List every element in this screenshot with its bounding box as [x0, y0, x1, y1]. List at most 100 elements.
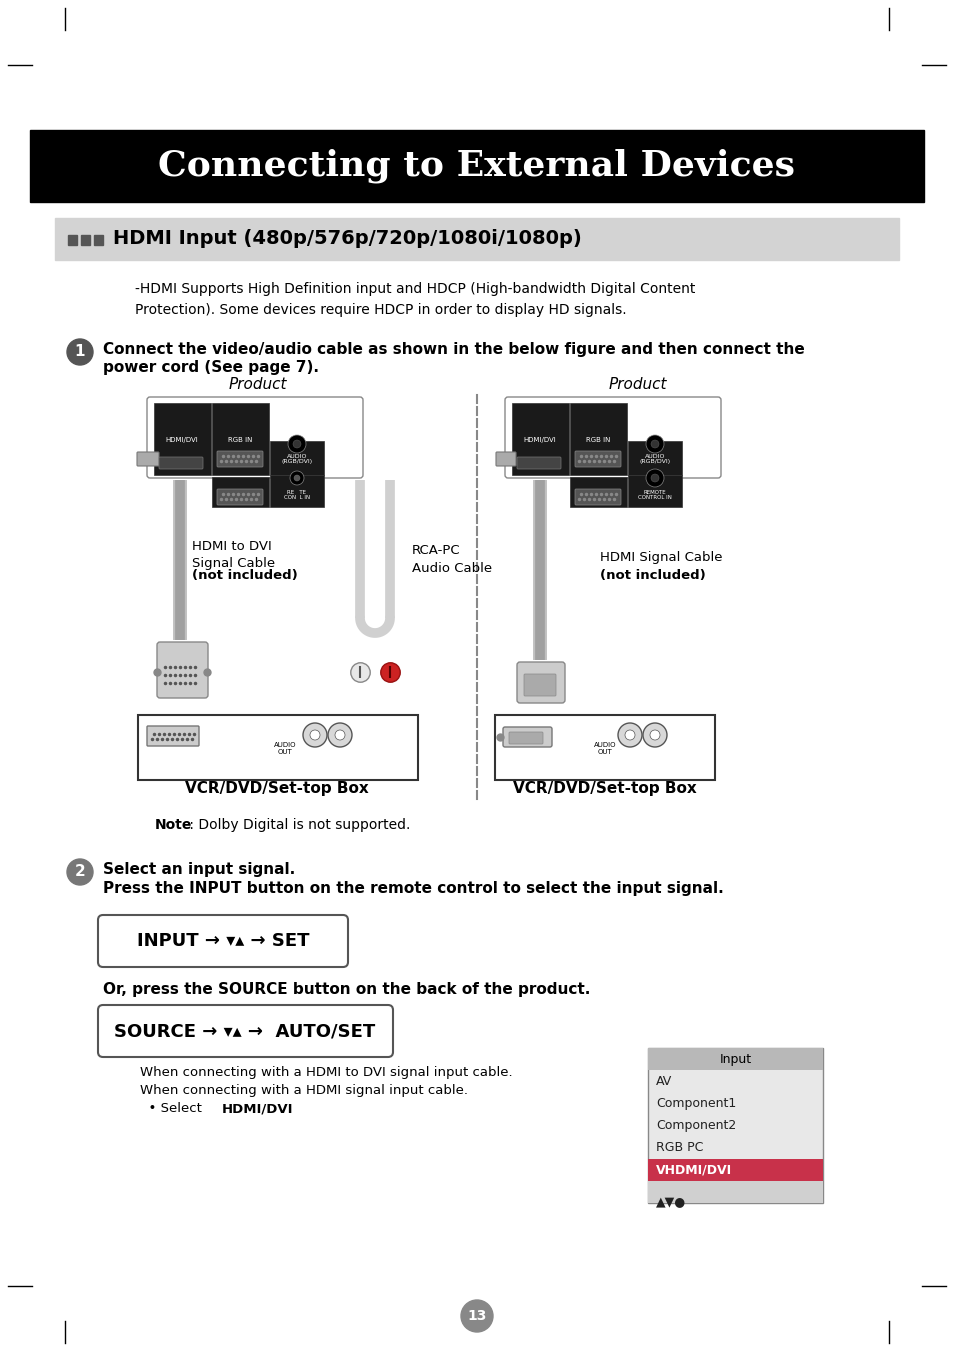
Text: When connecting with a HDMI to DVI signal input cable.: When connecting with a HDMI to DVI signa… [140, 1066, 512, 1079]
Circle shape [618, 723, 641, 747]
Circle shape [642, 723, 666, 747]
Bar [81, 235, 90, 245]
FancyBboxPatch shape [98, 915, 348, 967]
Text: Or, press the SOURCE button on the back of the product.: Or, press the SOURCE button on the back … [103, 982, 590, 997]
FancyBboxPatch shape [157, 642, 208, 698]
Circle shape [624, 730, 635, 740]
Circle shape [649, 730, 659, 740]
Text: Product: Product [229, 377, 287, 392]
FancyBboxPatch shape [627, 476, 681, 507]
Bar [647, 1159, 822, 1181]
Text: Connecting to External Devices: Connecting to External Devices [158, 149, 795, 184]
Text: AUDIO
OUT: AUDIO OUT [593, 742, 616, 755]
Text: RGB IN: RGB IN [585, 436, 610, 443]
Text: VHDMI/DVI: VHDMI/DVI [656, 1163, 731, 1177]
Circle shape [67, 859, 92, 885]
Text: INPUT → ▾▴ → SET: INPUT → ▾▴ → SET [136, 932, 309, 950]
FancyBboxPatch shape [575, 489, 620, 505]
Circle shape [294, 476, 299, 481]
Text: RCA-PC
Audio Cable: RCA-PC Audio Cable [412, 544, 492, 576]
FancyBboxPatch shape [216, 489, 263, 505]
Text: AV: AV [656, 1074, 672, 1088]
Text: Connect the video/audio cable as shown in the below figure and then connect the: Connect the video/audio cable as shown i… [103, 342, 804, 357]
Text: ▲▼●: ▲▼● [656, 1197, 685, 1209]
Text: Input: Input [719, 1052, 751, 1066]
Circle shape [67, 339, 92, 365]
FancyBboxPatch shape [509, 732, 542, 744]
Text: HDMI Input (480p/576p/720p/1080i/1080p): HDMI Input (480p/576p/720p/1080i/1080p) [112, 230, 581, 249]
Text: power cord (See page 7).: power cord (See page 7). [103, 359, 318, 376]
FancyBboxPatch shape [569, 403, 626, 476]
Text: HDMI Signal Cable: HDMI Signal Cable [599, 550, 721, 563]
Text: RGB OUT: RGB OUT [581, 489, 614, 494]
FancyBboxPatch shape [523, 674, 556, 696]
FancyBboxPatch shape [98, 1005, 393, 1056]
Text: REMOTE
CONTROL IN: REMOTE CONTROL IN [638, 489, 671, 500]
Text: : Dolby Digital is not supported.: : Dolby Digital is not supported. [185, 817, 410, 832]
FancyBboxPatch shape [216, 451, 263, 467]
Text: Component1: Component1 [656, 1097, 736, 1109]
Text: HDMI to DVI
Signal Cable: HDMI to DVI Signal Cable [192, 539, 274, 570]
Circle shape [645, 435, 663, 453]
FancyBboxPatch shape [496, 453, 516, 466]
Text: Note: Note [154, 817, 193, 832]
Circle shape [650, 440, 659, 449]
FancyBboxPatch shape [147, 397, 363, 478]
FancyBboxPatch shape [147, 725, 199, 746]
Text: 13: 13 [467, 1309, 486, 1323]
Circle shape [645, 469, 663, 486]
Text: -HDMI Supports High Definition input and HDCP (High-bandwidth Digital Content
Pr: -HDMI Supports High Definition input and… [135, 282, 695, 316]
Bar [55, 218, 898, 259]
Text: RGB OUT: RGB OUT [224, 489, 255, 494]
Circle shape [460, 1300, 493, 1332]
Bar [647, 1048, 822, 1070]
Text: When connecting with a HDMI signal input cable.: When connecting with a HDMI signal input… [140, 1084, 468, 1097]
Circle shape [328, 723, 352, 747]
Text: AUDIO
(RGB/DVI): AUDIO (RGB/DVI) [639, 454, 670, 465]
FancyBboxPatch shape [270, 476, 324, 507]
Circle shape [303, 723, 327, 747]
Text: HDMI/DVI: HDMI/DVI [222, 1102, 294, 1115]
FancyBboxPatch shape [504, 397, 720, 478]
Circle shape [335, 730, 345, 740]
FancyBboxPatch shape [212, 477, 269, 507]
Circle shape [310, 730, 319, 740]
Text: VCR/DVD/Set-top Box: VCR/DVD/Set-top Box [185, 781, 369, 796]
FancyBboxPatch shape [517, 457, 560, 469]
Circle shape [293, 440, 301, 449]
Circle shape [288, 435, 306, 453]
Bar [647, 1181, 822, 1202]
Circle shape [650, 474, 659, 482]
FancyBboxPatch shape [137, 453, 159, 466]
Text: Select an input signal.: Select an input signal. [103, 862, 294, 877]
Bar [647, 1048, 822, 1202]
Text: RGB IN: RGB IN [228, 436, 252, 443]
Text: RGB PC: RGB PC [656, 1142, 702, 1154]
Text: VCR/DVD/Set-top Box: VCR/DVD/Set-top Box [513, 781, 696, 796]
FancyBboxPatch shape [212, 403, 269, 476]
FancyBboxPatch shape [517, 662, 564, 703]
Text: HDMI/DVI: HDMI/DVI [523, 436, 556, 443]
FancyBboxPatch shape [270, 440, 324, 476]
FancyBboxPatch shape [153, 403, 211, 476]
Text: Product: Product [608, 377, 666, 392]
Text: AUDIO
OUT: AUDIO OUT [274, 742, 296, 755]
Text: Component2: Component2 [656, 1119, 736, 1132]
FancyBboxPatch shape [512, 403, 568, 476]
Text: (not included): (not included) [599, 569, 705, 581]
Circle shape [290, 471, 304, 485]
Bar [94, 235, 103, 245]
Bar [495, 715, 714, 780]
FancyBboxPatch shape [627, 440, 681, 476]
Text: HDMI/DVI: HDMI/DVI [166, 436, 198, 443]
FancyBboxPatch shape [502, 727, 552, 747]
Text: RE   TE
CON  L IN: RE TE CON L IN [284, 489, 310, 500]
FancyBboxPatch shape [575, 451, 620, 467]
Text: Press the INPUT button on the remote control to select the input signal.: Press the INPUT button on the remote con… [103, 881, 723, 896]
Text: SOURCE → ▾▴ →  AUTO/SET: SOURCE → ▾▴ → AUTO/SET [114, 1021, 375, 1040]
FancyBboxPatch shape [569, 477, 626, 507]
Text: 1: 1 [74, 345, 85, 359]
Text: AUDIO
(RGB/DVI): AUDIO (RGB/DVI) [281, 454, 313, 465]
Bar [30, 130, 923, 203]
Bar [138, 715, 417, 780]
